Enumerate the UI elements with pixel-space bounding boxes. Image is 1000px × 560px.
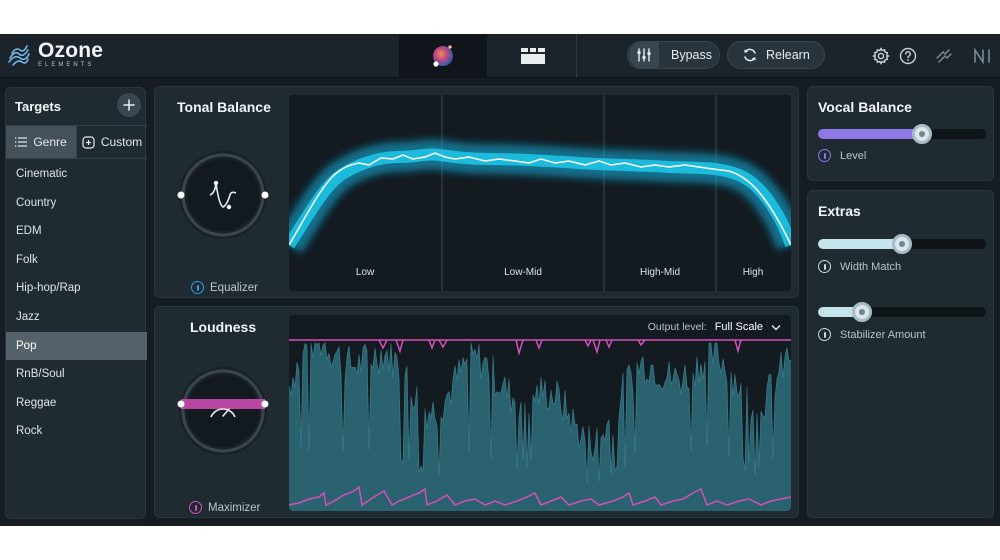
relearn-label: Relearn	[766, 48, 810, 62]
vocal-power-icon[interactable]	[818, 149, 831, 162]
vocal-level-slider[interactable]	[818, 124, 986, 144]
top-bar: Ozone ELEMENTS	[0, 34, 1000, 78]
waveform-svg	[289, 339, 791, 511]
target-source-tabs: Genre Custom	[6, 125, 147, 159]
genre-item[interactable]: Country	[16, 196, 57, 209]
band-label-low-mid: Low-Mid	[504, 267, 542, 278]
output-level-label: Output level:	[647, 321, 707, 333]
relearn-icon	[744, 48, 756, 62]
width-match-fill	[818, 239, 902, 249]
bypass-icon	[637, 48, 651, 62]
genre-item[interactable]: Jazz	[16, 310, 40, 323]
stabilizer-power-icon[interactable]	[818, 328, 831, 341]
vocal-level-thumb[interactable]	[912, 124, 933, 144]
width-match-power-icon[interactable]	[818, 260, 831, 273]
plus-icon	[123, 99, 135, 111]
tab-genre-label: Genre	[33, 135, 67, 149]
assistant-orb-icon	[433, 45, 453, 67]
genre-item[interactable]: EDM	[16, 225, 42, 238]
ozone-logo-icon	[8, 45, 30, 66]
maximizer-knob[interactable]	[177, 365, 269, 457]
settings-icon	[872, 47, 890, 65]
width-match-slider[interactable]	[818, 234, 986, 254]
extras-panel: Extras Width Match Stabilizer Amount	[807, 190, 994, 518]
tab-custom[interactable]: Custom	[76, 126, 147, 158]
width-match-module[interactable]: Width Match	[818, 260, 901, 273]
stabilizer-thumb[interactable]	[851, 302, 872, 322]
maximizer-module[interactable]: Maximizer	[189, 501, 260, 514]
tab-genre[interactable]: Genre	[6, 126, 76, 158]
genre-item-selected[interactable]: Pop	[6, 331, 147, 361]
output-level-control[interactable]: Output level: Full Scale	[648, 321, 781, 333]
targets-title: Targets	[15, 99, 61, 114]
tonal-balance-panel: Tonal Balance Equalizer	[154, 86, 799, 298]
vocal-level-module[interactable]: Level	[818, 149, 866, 162]
vocal-level-label: Level	[840, 149, 867, 162]
tab-custom-label: Custom	[100, 135, 143, 149]
stabilizer-fill	[818, 307, 862, 317]
band-label-low: Low	[355, 267, 375, 278]
plugin-link-button[interactable]	[934, 46, 954, 66]
bypass-button[interactable]: Bypass	[627, 41, 720, 69]
app-name: Ozone	[38, 39, 104, 62]
vocal-balance-title: Vocal Balance	[818, 99, 912, 115]
ni-logo-icon	[974, 47, 990, 65]
chevron-down-icon	[771, 324, 781, 330]
genre-item[interactable]: Rock	[16, 425, 43, 438]
bypass-label: Bypass	[671, 48, 712, 62]
output-level-value: Full Scale	[714, 321, 763, 333]
app-edition: ELEMENTS	[38, 62, 95, 68]
assistant-tab[interactable]	[399, 34, 487, 78]
loudness-panel: Loudness Maximizer	[154, 306, 799, 518]
loudness-waveform[interactable]: Output level: Full Scale	[289, 315, 791, 511]
band-label-high-mid: High-Mid	[639, 267, 681, 278]
band-label-high: High	[742, 267, 764, 278]
vocal-balance-panel: Vocal Balance Level	[807, 86, 994, 181]
custom-icon	[82, 135, 95, 149]
maximizer-label: Maximizer	[208, 501, 261, 514]
maximizer-power-icon[interactable]	[189, 501, 202, 514]
equalizer-module[interactable]: Equalizer	[191, 281, 258, 294]
loudness-title: Loudness	[190, 319, 257, 335]
equalizer-power-icon[interactable]	[191, 281, 204, 294]
genre-list: Cinematic Country EDM Folk Hip-hop/Rap J…	[6, 160, 147, 446]
genre-item[interactable]: Folk	[16, 253, 38, 266]
extras-title: Extras	[818, 203, 861, 219]
targets-panel: Targets Genre Custom C	[5, 87, 147, 519]
maximizer-knob-graphic	[177, 367, 269, 455]
tonal-balance-title: Tonal Balance	[177, 99, 271, 115]
stabilizer-module[interactable]: Stabilizer Amount	[818, 328, 926, 341]
width-match-label: Width Match	[840, 260, 902, 273]
genre-item[interactable]: RnB/Soul	[16, 368, 65, 381]
vocal-level-fill	[818, 129, 923, 139]
genre-item[interactable]: Hip-hop/Rap	[16, 282, 81, 295]
width-match-thumb[interactable]	[892, 234, 912, 254]
relearn-button[interactable]: Relearn	[727, 41, 825, 69]
add-target-button[interactable]	[117, 93, 141, 117]
list-icon	[15, 137, 28, 147]
help-button[interactable]	[898, 46, 918, 66]
settings-button[interactable]	[871, 46, 891, 66]
tonal-balance-graph[interactable]: Low Low-Mid High-Mid High	[289, 95, 791, 291]
tonal-curve-svg	[289, 95, 791, 291]
equalizer-label: Equalizer	[210, 281, 258, 294]
help-icon	[899, 47, 917, 65]
modules-tab[interactable]	[489, 34, 577, 78]
plugin-link-icon	[936, 49, 952, 63]
genre-item[interactable]: Cinematic	[16, 168, 68, 180]
stabilizer-slider[interactable]	[818, 302, 986, 322]
equalizer-knob[interactable]	[177, 149, 269, 241]
genre-item[interactable]: Reggae	[16, 396, 57, 409]
equalizer-knob-graphic	[177, 151, 269, 239]
app-logo[interactable]: Ozone ELEMENTS	[6, 40, 103, 68]
ni-logo-button[interactable]	[971, 46, 995, 66]
modules-icon	[520, 48, 545, 64]
ozone-app-window: Ozone ELEMENTS	[0, 34, 1000, 526]
stabilizer-label: Stabilizer Amount	[840, 328, 926, 341]
